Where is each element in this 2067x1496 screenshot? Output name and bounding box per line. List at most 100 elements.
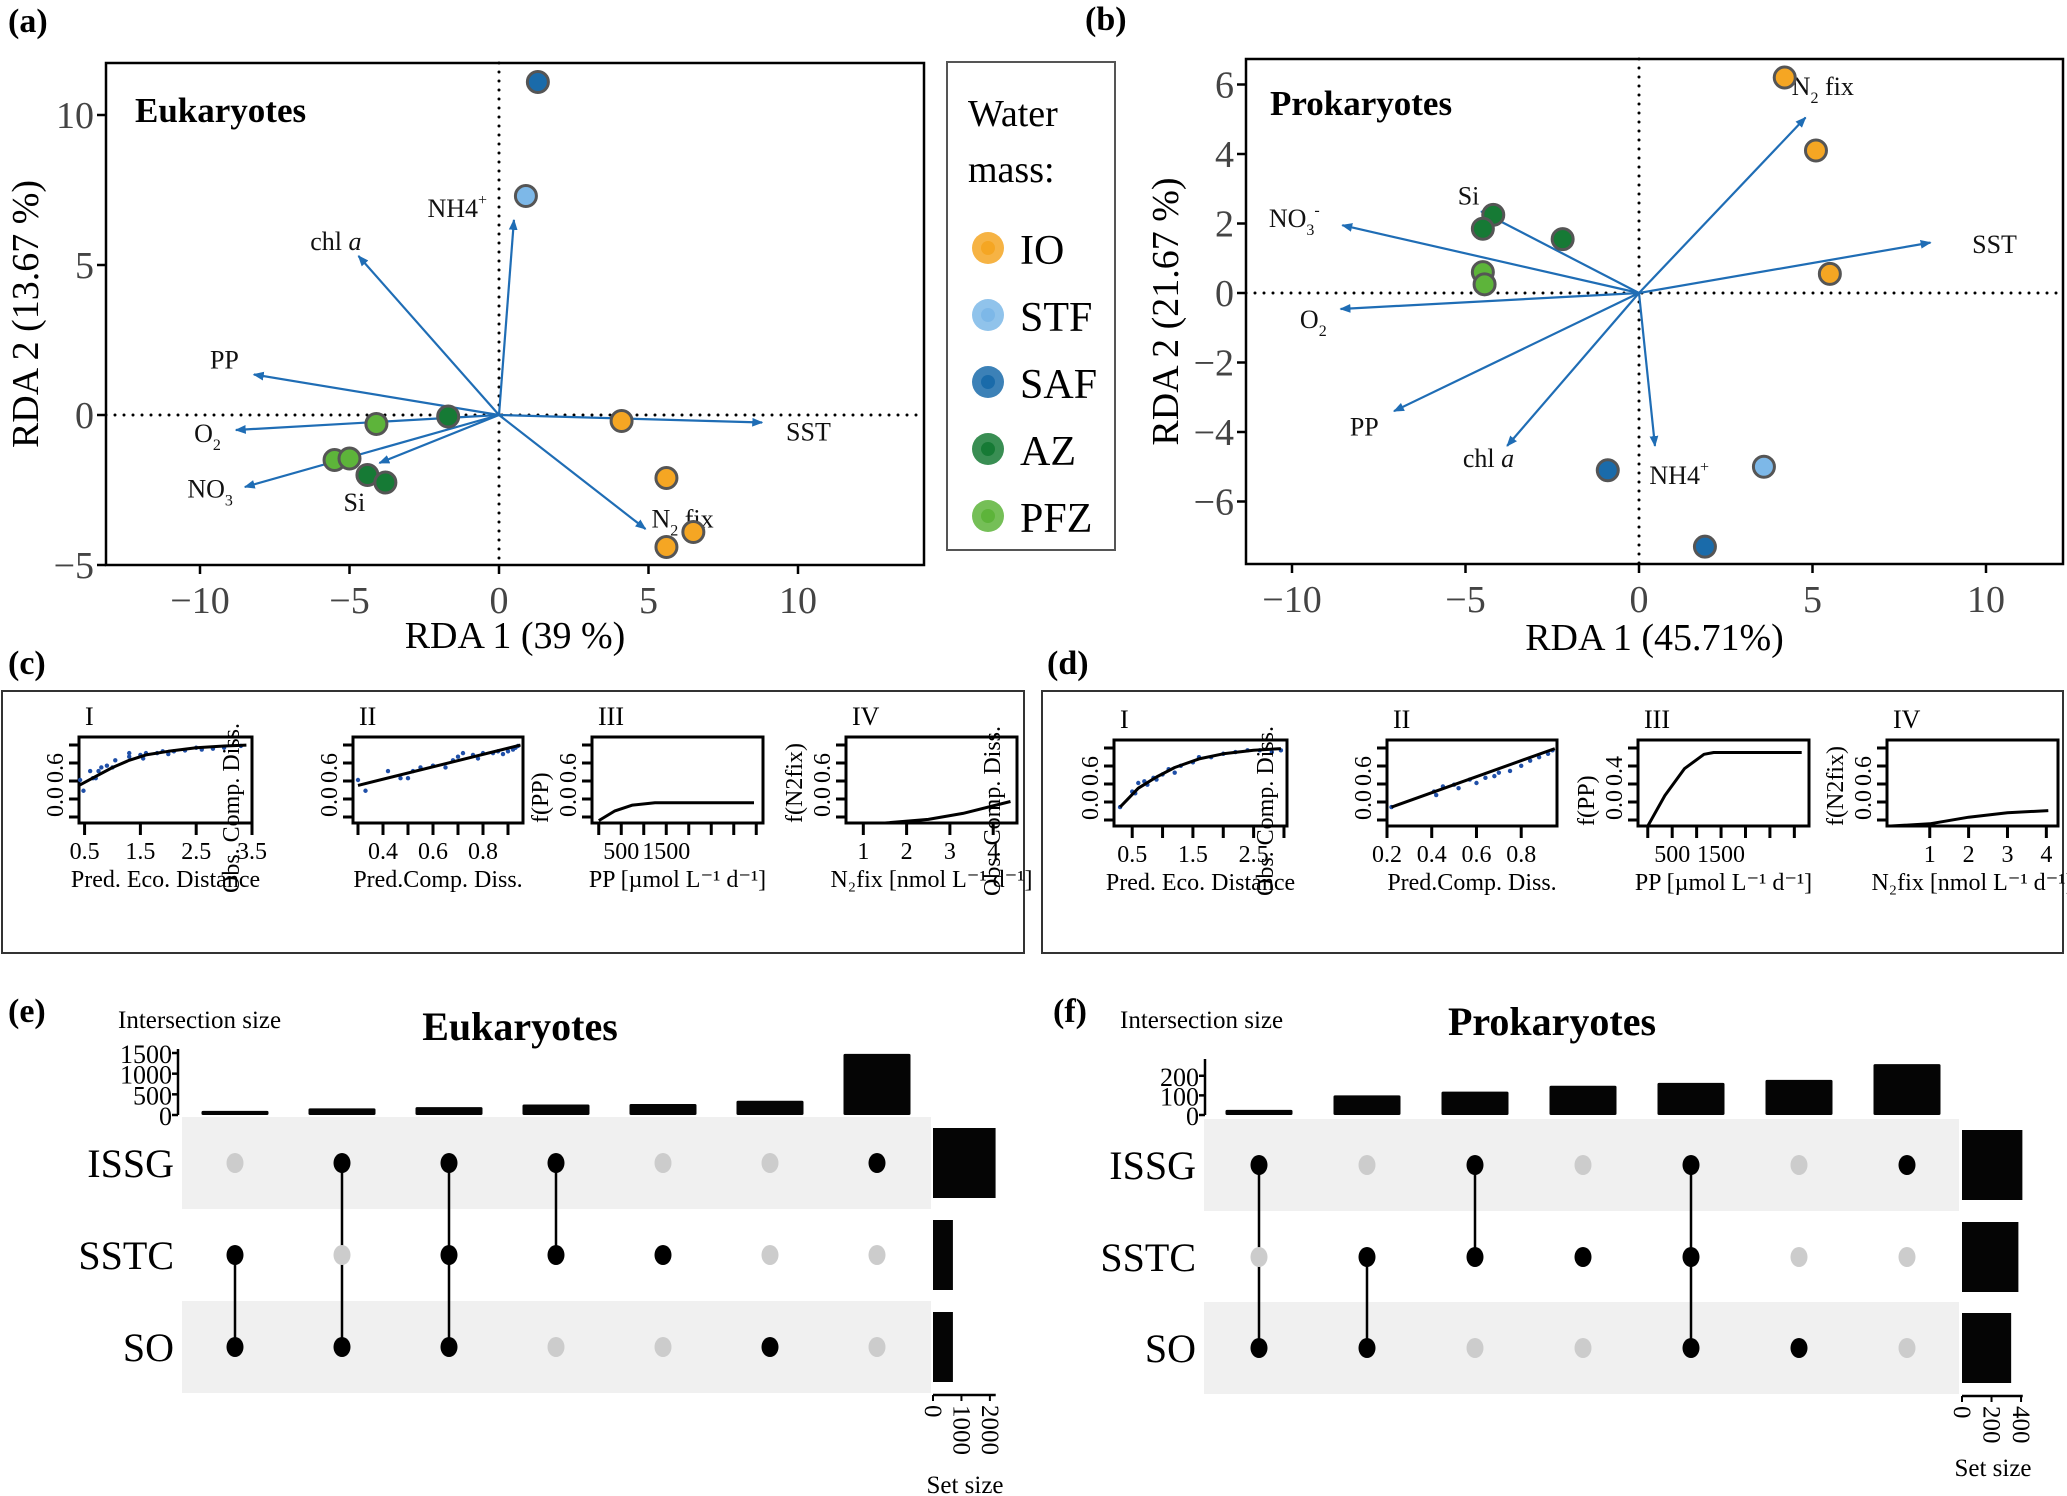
observation-point <box>1474 780 1479 786</box>
panel-label: (a) <box>8 3 48 40</box>
data-point-io <box>681 520 706 544</box>
set-label-so: SO <box>123 1325 174 1370</box>
matrix-dot-empty <box>1790 1155 1808 1175</box>
vector-arrow-no3 <box>1341 223 1640 295</box>
rda-panel-a: (a) −10 −5 0 5 10 −5 0 5 10 RDA 1 (39 %) RDA 2 (13.… <box>5 3 926 657</box>
observation-point <box>1269 749 1275 755</box>
set-size-bar-so <box>1962 1313 2012 1383</box>
y-tick-label: 5 <box>75 245 94 287</box>
observation-point <box>455 754 461 759</box>
set-size-tick-label: 0 <box>1948 1406 1975 1419</box>
matrix-dot-filled <box>1466 1247 1484 1267</box>
y-tick-label: 1000 <box>120 1061 172 1090</box>
y-tick-label: 0.6 <box>43 753 69 783</box>
set-size-bar-issg <box>1962 1130 2023 1200</box>
panel-label: (f) <box>1053 993 1087 1030</box>
y-tick-label: 6 <box>1215 65 1234 107</box>
plot-title: Prokaryotes <box>1270 84 1452 123</box>
x-axis-label: PP [µmol L⁻¹ d⁻¹] <box>589 867 766 893</box>
x-tick-label: 0.6 <box>1461 842 1491 868</box>
observation-point <box>1172 770 1177 775</box>
x-tick-label: 0.8 <box>1506 842 1536 868</box>
vector-arrow-chla <box>357 255 500 416</box>
intersection-bar <box>1765 1079 1833 1115</box>
vector-label: O2 <box>194 419 221 454</box>
fitted-curve <box>598 801 754 822</box>
observation-point <box>505 749 511 754</box>
matrix-dot-filled <box>1682 1155 1700 1175</box>
x-tick-label: 0.4 <box>368 839 398 865</box>
matrix-dot-empty <box>761 1153 779 1173</box>
matrix-dot-empty <box>1574 1338 1592 1358</box>
y-tick-label: 0.0 <box>43 787 69 817</box>
x-tick-label: 10 <box>1967 579 2005 621</box>
set-size-tick-label: 2000 <box>976 1405 1003 1455</box>
panel-frame <box>1041 690 2064 954</box>
data-point-az <box>1550 227 1575 252</box>
observation-point <box>104 763 110 768</box>
set-size-bar-issg <box>933 1128 996 1198</box>
x-tick-label: 1 <box>1924 842 1936 868</box>
data-point-io <box>609 409 634 433</box>
matrix-dot-filled <box>1250 1155 1268 1175</box>
legend-label: STF <box>1020 295 1092 341</box>
vector-arrow-chla <box>1506 292 1640 447</box>
fitted-curve <box>852 800 1011 825</box>
intersection-bar <box>1657 1082 1725 1115</box>
x-tick-label: 2.5 <box>1239 842 1269 868</box>
y-tick-label: 0.6 <box>1078 756 1104 786</box>
subplot-frame <box>1385 738 1559 828</box>
vector-arrow-n2fix <box>498 414 647 530</box>
matrix-dot-filled <box>333 1153 351 1173</box>
y-tick-label: 0.0 <box>810 787 836 817</box>
matrix-dot-filled <box>1790 1338 1808 1358</box>
intersection-bar <box>1873 1064 1941 1115</box>
y-axis-label: RDA 2 (13.67 %) <box>5 180 47 448</box>
matrix-dot-empty <box>1574 1155 1592 1175</box>
y-axis-label: Obs. Comp. Diss. <box>219 723 245 893</box>
matrix-dot-empty <box>226 1153 244 1173</box>
legend-marker-dot <box>981 308 995 322</box>
x-tick-label: 0 <box>1630 579 1649 621</box>
matrix-dot-filled <box>1898 1155 1916 1175</box>
matrix-dot-filled <box>440 1245 458 1265</box>
set-size-tick-label: 200 <box>1978 1406 2005 1444</box>
intersection-bar <box>415 1107 483 1115</box>
plot-title: Eukaryotes <box>422 1004 618 1049</box>
observation-point <box>363 788 368 793</box>
y-tick-label: 0.0 <box>1851 790 1877 820</box>
x-tick-label: 500 <box>603 839 639 865</box>
observation-point <box>87 768 93 774</box>
panel-label: (d) <box>1047 645 1089 682</box>
legend-label: PFZ <box>1020 496 1092 542</box>
legend-title: Water <box>968 93 1058 135</box>
vector-label: NH4+ <box>427 192 487 223</box>
gdm-subplot-i: I 0.0 0.6 Obs. Comp. Diss. 0.5 1.5 2.5 3.5Pred.… <box>43 702 267 893</box>
intersection-bar <box>1441 1091 1509 1115</box>
y-tick-label: 0.4 <box>1602 756 1628 786</box>
observation-point <box>127 754 132 759</box>
vector-arrow-nh4 <box>497 218 518 416</box>
matrix-dot-filled <box>333 1337 351 1357</box>
data-point-stf <box>513 184 538 208</box>
observation-point <box>1519 763 1524 768</box>
matrix-dot-filled <box>547 1245 565 1265</box>
intersection-bar <box>201 1110 269 1115</box>
subplot-numeral: III <box>598 702 624 731</box>
x-tick-label: −10 <box>170 580 229 622</box>
data-point-pfz <box>337 446 362 471</box>
vector-arrow-o2 <box>1339 291 1640 313</box>
x-tick-label: 1500 <box>642 839 690 865</box>
observation-point <box>127 750 132 756</box>
x-tick-label: 2 <box>901 839 913 865</box>
y-axis-label: f(N2fix) <box>1823 746 1849 826</box>
fitted-curve <box>1646 751 1802 827</box>
data-point-io <box>1772 65 1797 90</box>
observation-point <box>1507 768 1513 774</box>
data-point-saf <box>1692 534 1717 559</box>
observation-point <box>1456 785 1461 791</box>
